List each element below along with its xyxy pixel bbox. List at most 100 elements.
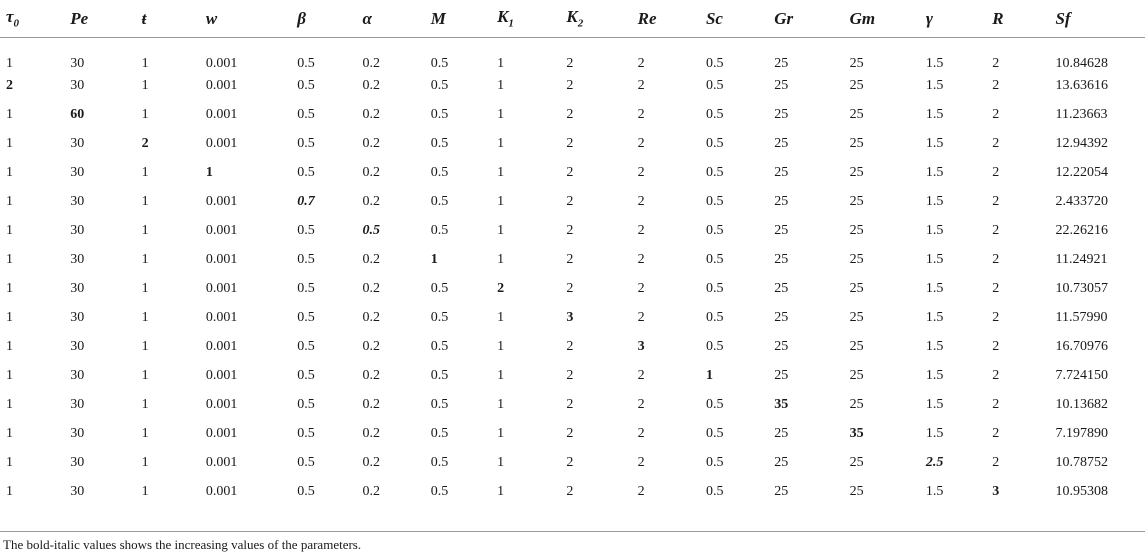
- table-cell: 2: [566, 397, 574, 412]
- table-cell: 0.001: [205, 194, 238, 209]
- table-cell: 0.001: [205, 252, 238, 267]
- table-cell: 0.5: [705, 310, 724, 325]
- table-cell: 1.5: [925, 252, 944, 267]
- table-cell: 30: [70, 397, 85, 412]
- table-cell: 0.001: [205, 281, 238, 296]
- table-cell: 1: [497, 310, 505, 325]
- table-cell: 25: [849, 165, 864, 180]
- table-row: 1 30 1 0.001 0.5 0.2 0.5 1 2 2 0.5 25 35 1.5 2 7.197890: [0, 420, 1145, 449]
- column-header-symbol: w: [205, 8, 218, 28]
- table-cell: 2: [637, 252, 645, 267]
- column-header-symbol: M: [430, 8, 446, 28]
- highlighted-cell: 60: [70, 107, 85, 122]
- table-cell: 0.2: [362, 281, 381, 296]
- column-header-4: β: [291, 0, 357, 38]
- column-header-symbol: α: [362, 8, 372, 28]
- table-cell: 25: [774, 136, 789, 151]
- table-cell: 1: [497, 194, 505, 209]
- table-cell: 30: [70, 484, 85, 499]
- table-cell: 2: [637, 397, 645, 412]
- table-cell: 2: [992, 281, 1000, 296]
- table-cell: 25: [849, 397, 864, 412]
- table-cell: 10.84628: [1055, 55, 1108, 71]
- table-cell: 0.5: [705, 397, 724, 412]
- table-cell: 25: [774, 310, 789, 325]
- table-cell: 1: [141, 455, 149, 470]
- table-cell: 1: [141, 281, 149, 296]
- table-cell: 0.5: [297, 78, 315, 93]
- table-cell: 13.63616: [1055, 78, 1108, 93]
- highlighted-cell: 3: [992, 484, 1000, 499]
- table-cell: 0.001: [205, 310, 238, 325]
- table-cell: 0.2: [362, 165, 381, 180]
- table-row: 1 30 1 0.001 0.5 0.2 0.5 2 2 2 0.5 25 25 1.5 2 10.73057: [0, 275, 1145, 304]
- table-cell: 25: [849, 281, 864, 296]
- table-cell: 1: [6, 426, 13, 441]
- table-cell: 22.26216: [1055, 223, 1108, 238]
- table-cell: 2: [992, 107, 1000, 122]
- table-cell: 2: [992, 397, 1000, 412]
- parameter-table: τ0 Pe ŧ w β α M K1 K2 Re Sc Gr Gm γ R Sf 1 30 1 0.001 0.5 0.…: [0, 0, 1145, 499]
- column-header-1: Pe: [64, 0, 136, 38]
- table-cell: 1: [141, 310, 149, 325]
- table-cell: 1.5: [925, 397, 944, 412]
- table-cell: 0.001: [205, 455, 238, 470]
- column-header-8: K2: [560, 0, 632, 38]
- table-cell: 1.5: [925, 310, 944, 325]
- table-cell: 0.2: [362, 310, 381, 325]
- table-cell: 30: [70, 339, 85, 354]
- table-cell: 0.5: [430, 55, 449, 71]
- highlighted-cell: 35: [849, 426, 864, 441]
- table-cell: 1: [6, 368, 13, 383]
- table-cell: 11.23663: [1055, 107, 1108, 122]
- table-cell: 25: [774, 484, 789, 499]
- highlighted-cell: 3: [637, 339, 645, 354]
- table-cell: 30: [70, 426, 85, 441]
- highlighted-cell: 2: [141, 136, 149, 151]
- table-cell: 0.5: [705, 252, 724, 267]
- table-cell: 0.5: [705, 223, 724, 238]
- table-row: 1 30 1 0.001 0.5 0.2 0.5 1 2 2 0.5 25 25 2.5 2 10.78752: [0, 449, 1145, 478]
- column-header-13: γ: [919, 0, 987, 38]
- table-cell: 0.5: [430, 165, 449, 180]
- table-cell: 25: [774, 223, 789, 238]
- column-header-symbol: Gm: [849, 8, 876, 28]
- table-cell: 25: [774, 281, 789, 296]
- table-cell: 30: [70, 310, 85, 325]
- table-cell: 12.94392: [1055, 136, 1108, 151]
- table-cell: 0.001: [205, 397, 238, 412]
- table-cell: 1: [141, 426, 149, 441]
- column-header-subscript: 0: [13, 17, 20, 30]
- table-row: 1 30 2 0.001 0.5 0.2 0.5 1 2 2 0.5 25 25 1.5 2 12.94392: [0, 130, 1145, 159]
- table-cell: 25: [774, 339, 789, 354]
- table-cell: 0.5: [430, 310, 449, 325]
- table-cell: 1: [141, 194, 149, 209]
- table-cell: 0.5: [430, 339, 449, 354]
- table-cell: 1: [6, 252, 13, 267]
- table-cell: 2: [566, 55, 574, 71]
- table-cell: 0.001: [205, 223, 238, 238]
- table-cell: 10.78752: [1055, 455, 1108, 470]
- table-cell: 11.57990: [1055, 310, 1108, 325]
- column-header-symbol: γ: [925, 8, 933, 28]
- table-cell: 1: [6, 223, 13, 238]
- highlighted-cell: 2: [6, 78, 13, 93]
- table-cell: 30: [70, 281, 85, 296]
- table-cell: 0.5: [297, 136, 315, 151]
- column-header-2: ŧ: [135, 0, 200, 38]
- table-cell: 1.5: [925, 484, 944, 499]
- column-header-15: Sf: [1049, 0, 1145, 38]
- table-cell: 0.5: [705, 136, 724, 151]
- table-cell: 0.5: [430, 107, 449, 122]
- highlighted-cell: 0.5: [362, 223, 381, 238]
- table-cell: 0.5: [705, 165, 724, 180]
- column-header-symbol: Pe: [70, 8, 89, 28]
- table-cell: 0.5: [297, 339, 315, 354]
- table-cell: 30: [70, 165, 85, 180]
- table-cell: 0.5: [297, 107, 315, 122]
- table-cell: 1: [6, 136, 13, 151]
- table-cell: 2: [992, 455, 1000, 470]
- table-cell: 0.001: [205, 107, 238, 122]
- highlighted-cell: 1: [705, 368, 713, 383]
